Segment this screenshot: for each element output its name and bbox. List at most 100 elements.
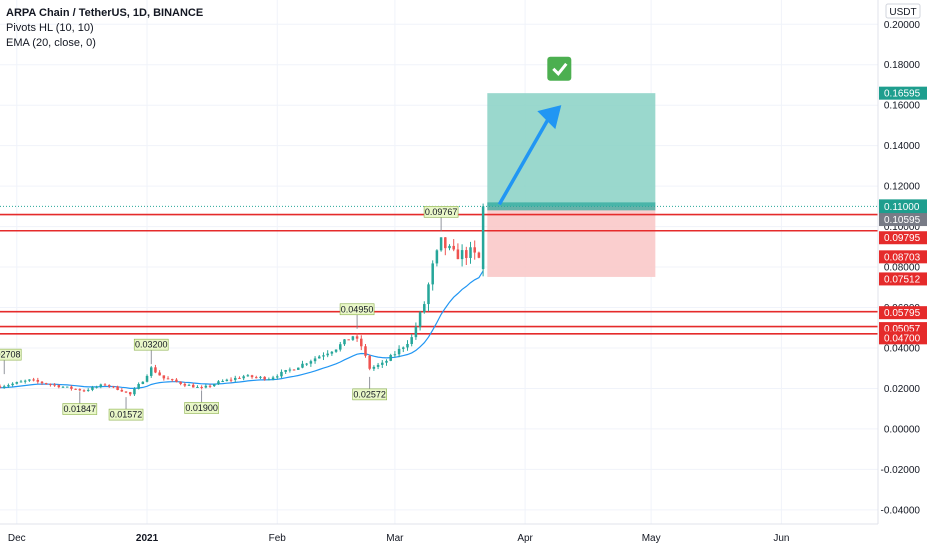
price-tick: 0.16000 — [884, 101, 921, 112]
pivot-label: 0.09767 — [425, 207, 458, 217]
candle-body — [95, 386, 98, 388]
candle-body — [145, 375, 149, 382]
check-icon — [552, 62, 568, 77]
candle-body — [288, 369, 292, 371]
candle-body — [477, 252, 481, 258]
candle-body — [74, 388, 77, 390]
candle-body — [19, 381, 23, 383]
check-badge — [547, 56, 572, 81]
candle-body — [40, 381, 44, 384]
candle-body — [183, 383, 187, 386]
position-zones — [0, 93, 878, 277]
candle-body — [0, 386, 2, 388]
pivot-label: 0.03200 — [135, 340, 168, 350]
candle-body — [254, 377, 258, 379]
candle-body — [36, 379, 40, 382]
candle-body — [402, 347, 405, 349]
candle-body — [263, 376, 266, 380]
pivot-label-box — [423, 206, 459, 218]
pivots-indicator-label[interactable]: Pivots HL (10, 10) — [6, 22, 94, 34]
candle-body — [116, 386, 119, 390]
ema-indicator-label[interactable]: EMA (20, close, 0) — [6, 37, 96, 49]
resistance-lines — [0, 213, 878, 335]
candle-body — [292, 369, 296, 371]
candle-body — [107, 385, 111, 387]
price-axis[interactable]: USDT 0.20000 0.18000 0.16000 0.14000 0.12000 0… — [877, 0, 932, 550]
candle-body — [49, 384, 52, 386]
candle-body — [318, 356, 321, 359]
arrow-shaft — [497, 116, 551, 206]
candle-body — [78, 389, 82, 391]
stop-zone — [487, 206, 656, 277]
candle-body — [460, 250, 464, 260]
candle-body — [423, 304, 426, 313]
candle-body — [385, 360, 388, 363]
time-tick: Apr — [517, 533, 533, 544]
candle-body — [212, 384, 216, 387]
candle-body — [217, 381, 220, 385]
candle-body — [452, 245, 455, 250]
candle-body — [221, 381, 224, 383]
candle-body — [368, 355, 371, 369]
candle-body — [158, 372, 161, 376]
candle-body — [11, 383, 14, 386]
candle-body — [187, 384, 191, 386]
time-tick: Jun — [773, 533, 789, 544]
candle-body — [376, 364, 380, 367]
pivot-label: 0.02708 — [0, 350, 20, 360]
candle-body — [397, 348, 401, 355]
ema-line-group — [0, 270, 484, 389]
time-axis[interactable]: Dec 2021 Feb Mar Apr May Jun — [0, 523, 878, 550]
candle-body — [309, 361, 313, 364]
target-price-badge: 0.16595 — [884, 89, 921, 100]
candle-body — [389, 355, 392, 361]
candle-body — [120, 389, 124, 392]
candle-body — [7, 385, 10, 387]
candle-body — [166, 378, 170, 380]
price-tick: 0.08000 — [884, 263, 921, 274]
candle-body — [32, 379, 35, 381]
candle-body — [170, 379, 174, 381]
candle-body — [133, 388, 136, 395]
symbol-title[interactable]: ARPA Chain / TetherUS, 1D, BINANCE — [6, 7, 204, 19]
target-zone — [487, 93, 656, 207]
inner-badge-bg — [879, 250, 927, 264]
candle-body — [208, 385, 212, 387]
last-price-badge: 0.11000 — [884, 202, 920, 213]
candle-body — [473, 247, 476, 253]
candle-body — [355, 336, 359, 339]
price-tick: 0.20000 — [884, 20, 921, 31]
candle-body — [372, 366, 376, 369]
pivot-label: 0.01900 — [185, 403, 218, 413]
candle-body — [305, 363, 308, 365]
candle-body — [469, 247, 472, 258]
candle-body — [15, 382, 19, 384]
pivot-label-box — [108, 408, 144, 421]
time-tick: Mar — [386, 533, 404, 544]
candle-body — [381, 362, 384, 365]
time-tick: 2021 — [136, 533, 159, 544]
price-tick: 0.04000 — [884, 343, 921, 354]
candle-body — [393, 354, 397, 356]
candle-body — [28, 379, 31, 381]
price-tick: -0.02000 — [881, 465, 921, 476]
level-badge-bg — [879, 306, 927, 320]
candle-body — [313, 358, 317, 362]
candle-body — [70, 386, 73, 389]
candle-body — [347, 339, 350, 341]
target-arrow — [497, 56, 572, 206]
candle-body — [364, 346, 367, 356]
pivot-label-box — [184, 402, 219, 414]
level-badge: 0.04700 — [884, 333, 921, 344]
candle-body — [267, 379, 271, 381]
price-tick: 0.02000 — [884, 384, 921, 395]
candle-body — [23, 380, 27, 382]
candle-body — [339, 344, 342, 350]
pivot-label-box — [352, 388, 387, 401]
currency-label: USDT — [889, 7, 916, 18]
candle-body — [57, 385, 61, 388]
candle-body — [427, 284, 430, 305]
candle-body — [44, 383, 48, 385]
candle-body — [154, 367, 157, 373]
